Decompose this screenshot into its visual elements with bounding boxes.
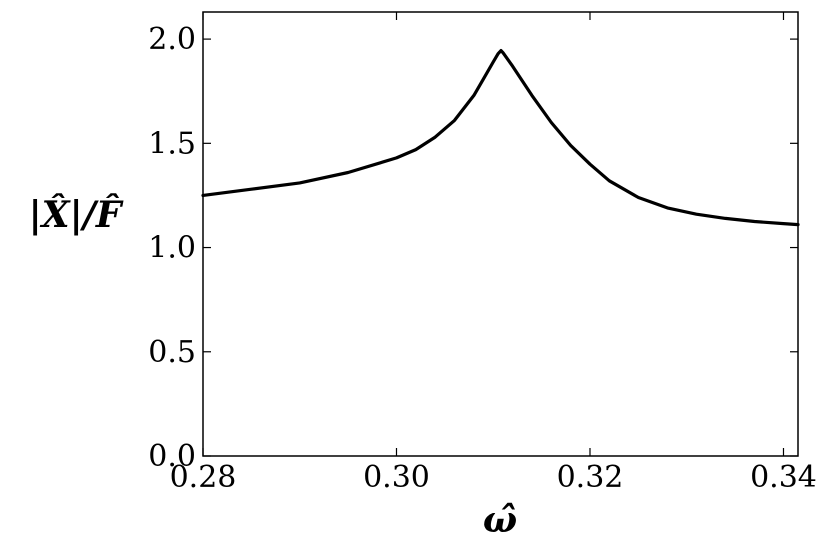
series-line bbox=[201, 48, 800, 227]
x-tick-label: 0.30 bbox=[363, 460, 430, 495]
x-tick-label: 0.32 bbox=[557, 460, 624, 495]
y-tick-label: 1.5 bbox=[148, 126, 196, 161]
y-tick-label: 1.0 bbox=[148, 231, 196, 266]
x-tick-label: 0.28 bbox=[170, 460, 237, 495]
y-tick-label: 0.5 bbox=[148, 335, 196, 370]
plot-border bbox=[202, 11, 799, 457]
x-axis-ticks: 0.28 0.30 0.32 0.34 bbox=[170, 12, 817, 495]
plot-frame bbox=[202, 11, 799, 457]
y-tick-label: 0.0 bbox=[148, 439, 196, 474]
y-axis-ticks: 0.0 0.5 1.0 1.5 2.0 bbox=[148, 22, 798, 474]
y-tick-label: 2.0 bbox=[148, 22, 196, 57]
x-axis-title: ω̂ bbox=[483, 499, 517, 541]
series-layer bbox=[201, 48, 800, 227]
y-axis-title: |X̂|/F̂ bbox=[29, 193, 124, 236]
x-tick-label: 0.34 bbox=[750, 460, 817, 495]
